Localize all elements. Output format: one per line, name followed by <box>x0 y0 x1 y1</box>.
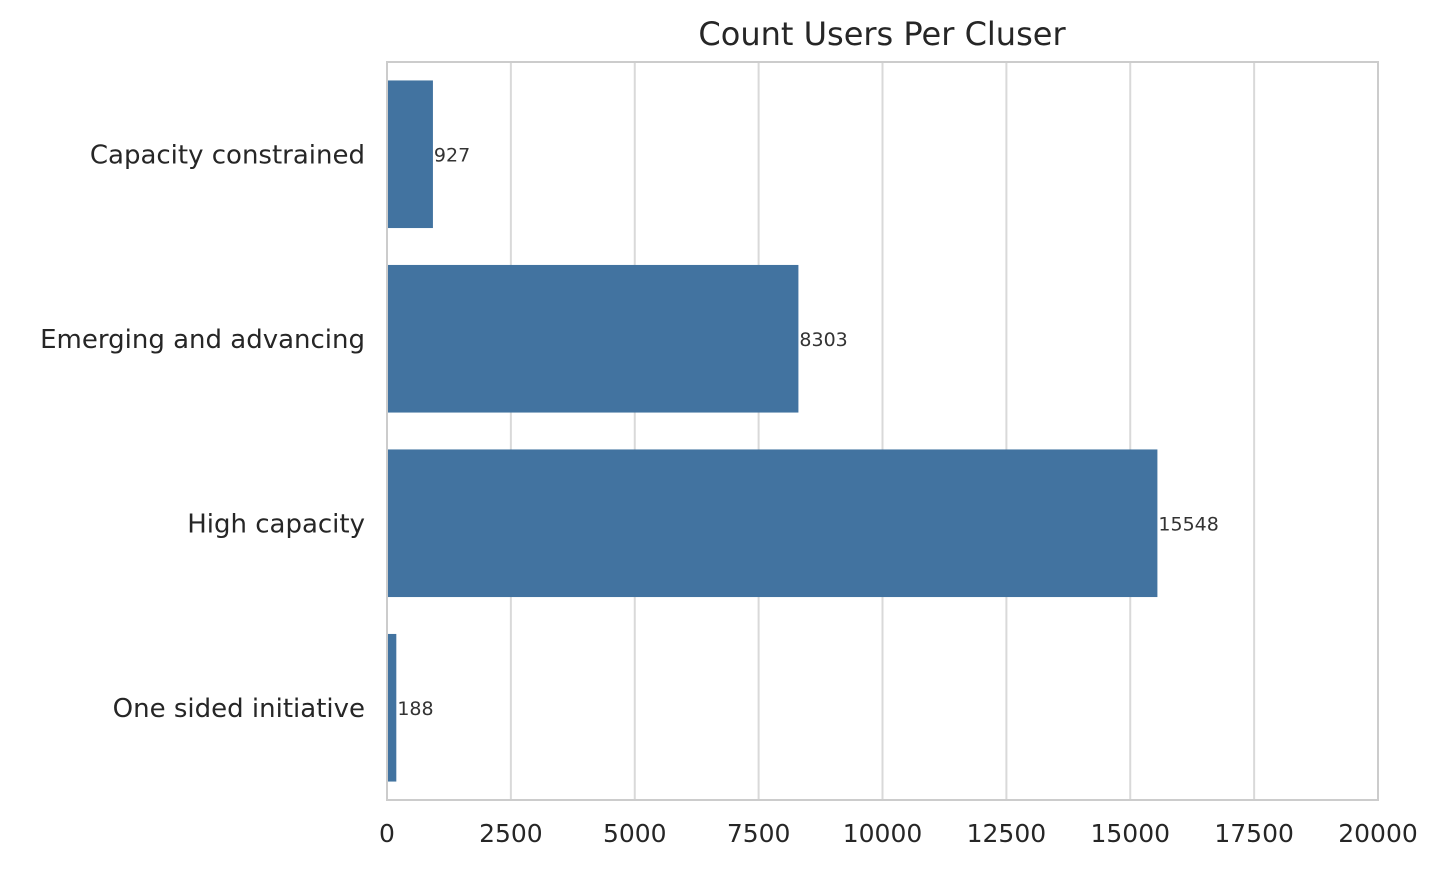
x-tick-label: 20000 <box>1338 819 1418 848</box>
bar <box>387 633 397 782</box>
category-label: Emerging and advancing <box>40 325 365 355</box>
x-tick-label: 0 <box>379 819 395 848</box>
bar-value-label: 188 <box>397 698 433 720</box>
bar <box>387 449 1158 598</box>
bars <box>387 80 1158 782</box>
x-tick-label: 17500 <box>1214 819 1294 848</box>
x-tick-label: 12500 <box>967 819 1047 848</box>
category-label: High capacity <box>187 509 365 539</box>
category-label: One sided initiative <box>113 694 365 724</box>
x-tick-label: 2500 <box>479 819 543 848</box>
x-tick-label: 7500 <box>727 819 791 848</box>
bar <box>387 80 433 229</box>
x-tick-label: 15000 <box>1090 819 1170 848</box>
category-label: Capacity constrained <box>90 140 365 170</box>
x-tick-label: 10000 <box>843 819 923 848</box>
x-tick-label: 5000 <box>603 819 667 848</box>
bar-value-label: 8303 <box>799 329 847 351</box>
bar-value-label: 927 <box>434 144 470 166</box>
chart-title: Count Users Per Cluser <box>698 15 1066 53</box>
bar <box>387 264 799 413</box>
bar-value-label: 15548 <box>1158 513 1218 535</box>
grid-lines <box>386 62 1379 800</box>
plot-frame <box>386 61 1379 801</box>
labels: 0 2500 5000 7500 10000 12500 15000 17500 20000 Ca… <box>40 140 1418 848</box>
